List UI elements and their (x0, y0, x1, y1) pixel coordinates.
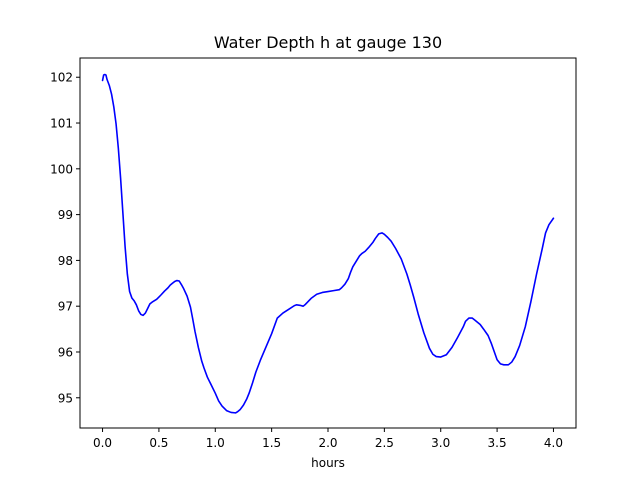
y-tick-label: 96 (58, 345, 73, 359)
tick-layer: 0.0 0.5 1.0 1.5 2.0 2.5 3.0 3.5 4.0 95 96 97 98 99 100… (50, 71, 563, 450)
x-axis-label: hours (311, 456, 345, 470)
y-tick-label: 97 (58, 300, 73, 314)
x-tick-label: 0.5 (149, 436, 168, 450)
x-tick-label: 1.5 (262, 436, 281, 450)
x-tick-label: 1.0 (206, 436, 225, 450)
x-tick-label: 0.0 (93, 436, 112, 450)
y-tick-label: 101 (50, 117, 73, 131)
y-tick-label: 98 (58, 254, 73, 268)
x-tick-label: 2.5 (375, 436, 394, 450)
y-tick-label: 102 (50, 71, 73, 85)
y-tick-label: 100 (50, 162, 73, 176)
x-tick-label: 3.5 (488, 436, 507, 450)
chart-title: Water Depth h at gauge 130 (214, 33, 442, 52)
plot-frame (79, 57, 577, 429)
x-tick-label: 2.0 (318, 436, 337, 450)
y-tick-label: 99 (58, 208, 73, 222)
x-tick-label: 3.0 (431, 436, 450, 450)
y-tick-label: 95 (58, 391, 73, 405)
plot-layer (101, 73, 555, 414)
series-line (101, 73, 555, 414)
x-tick-label: 4.0 (544, 436, 563, 450)
